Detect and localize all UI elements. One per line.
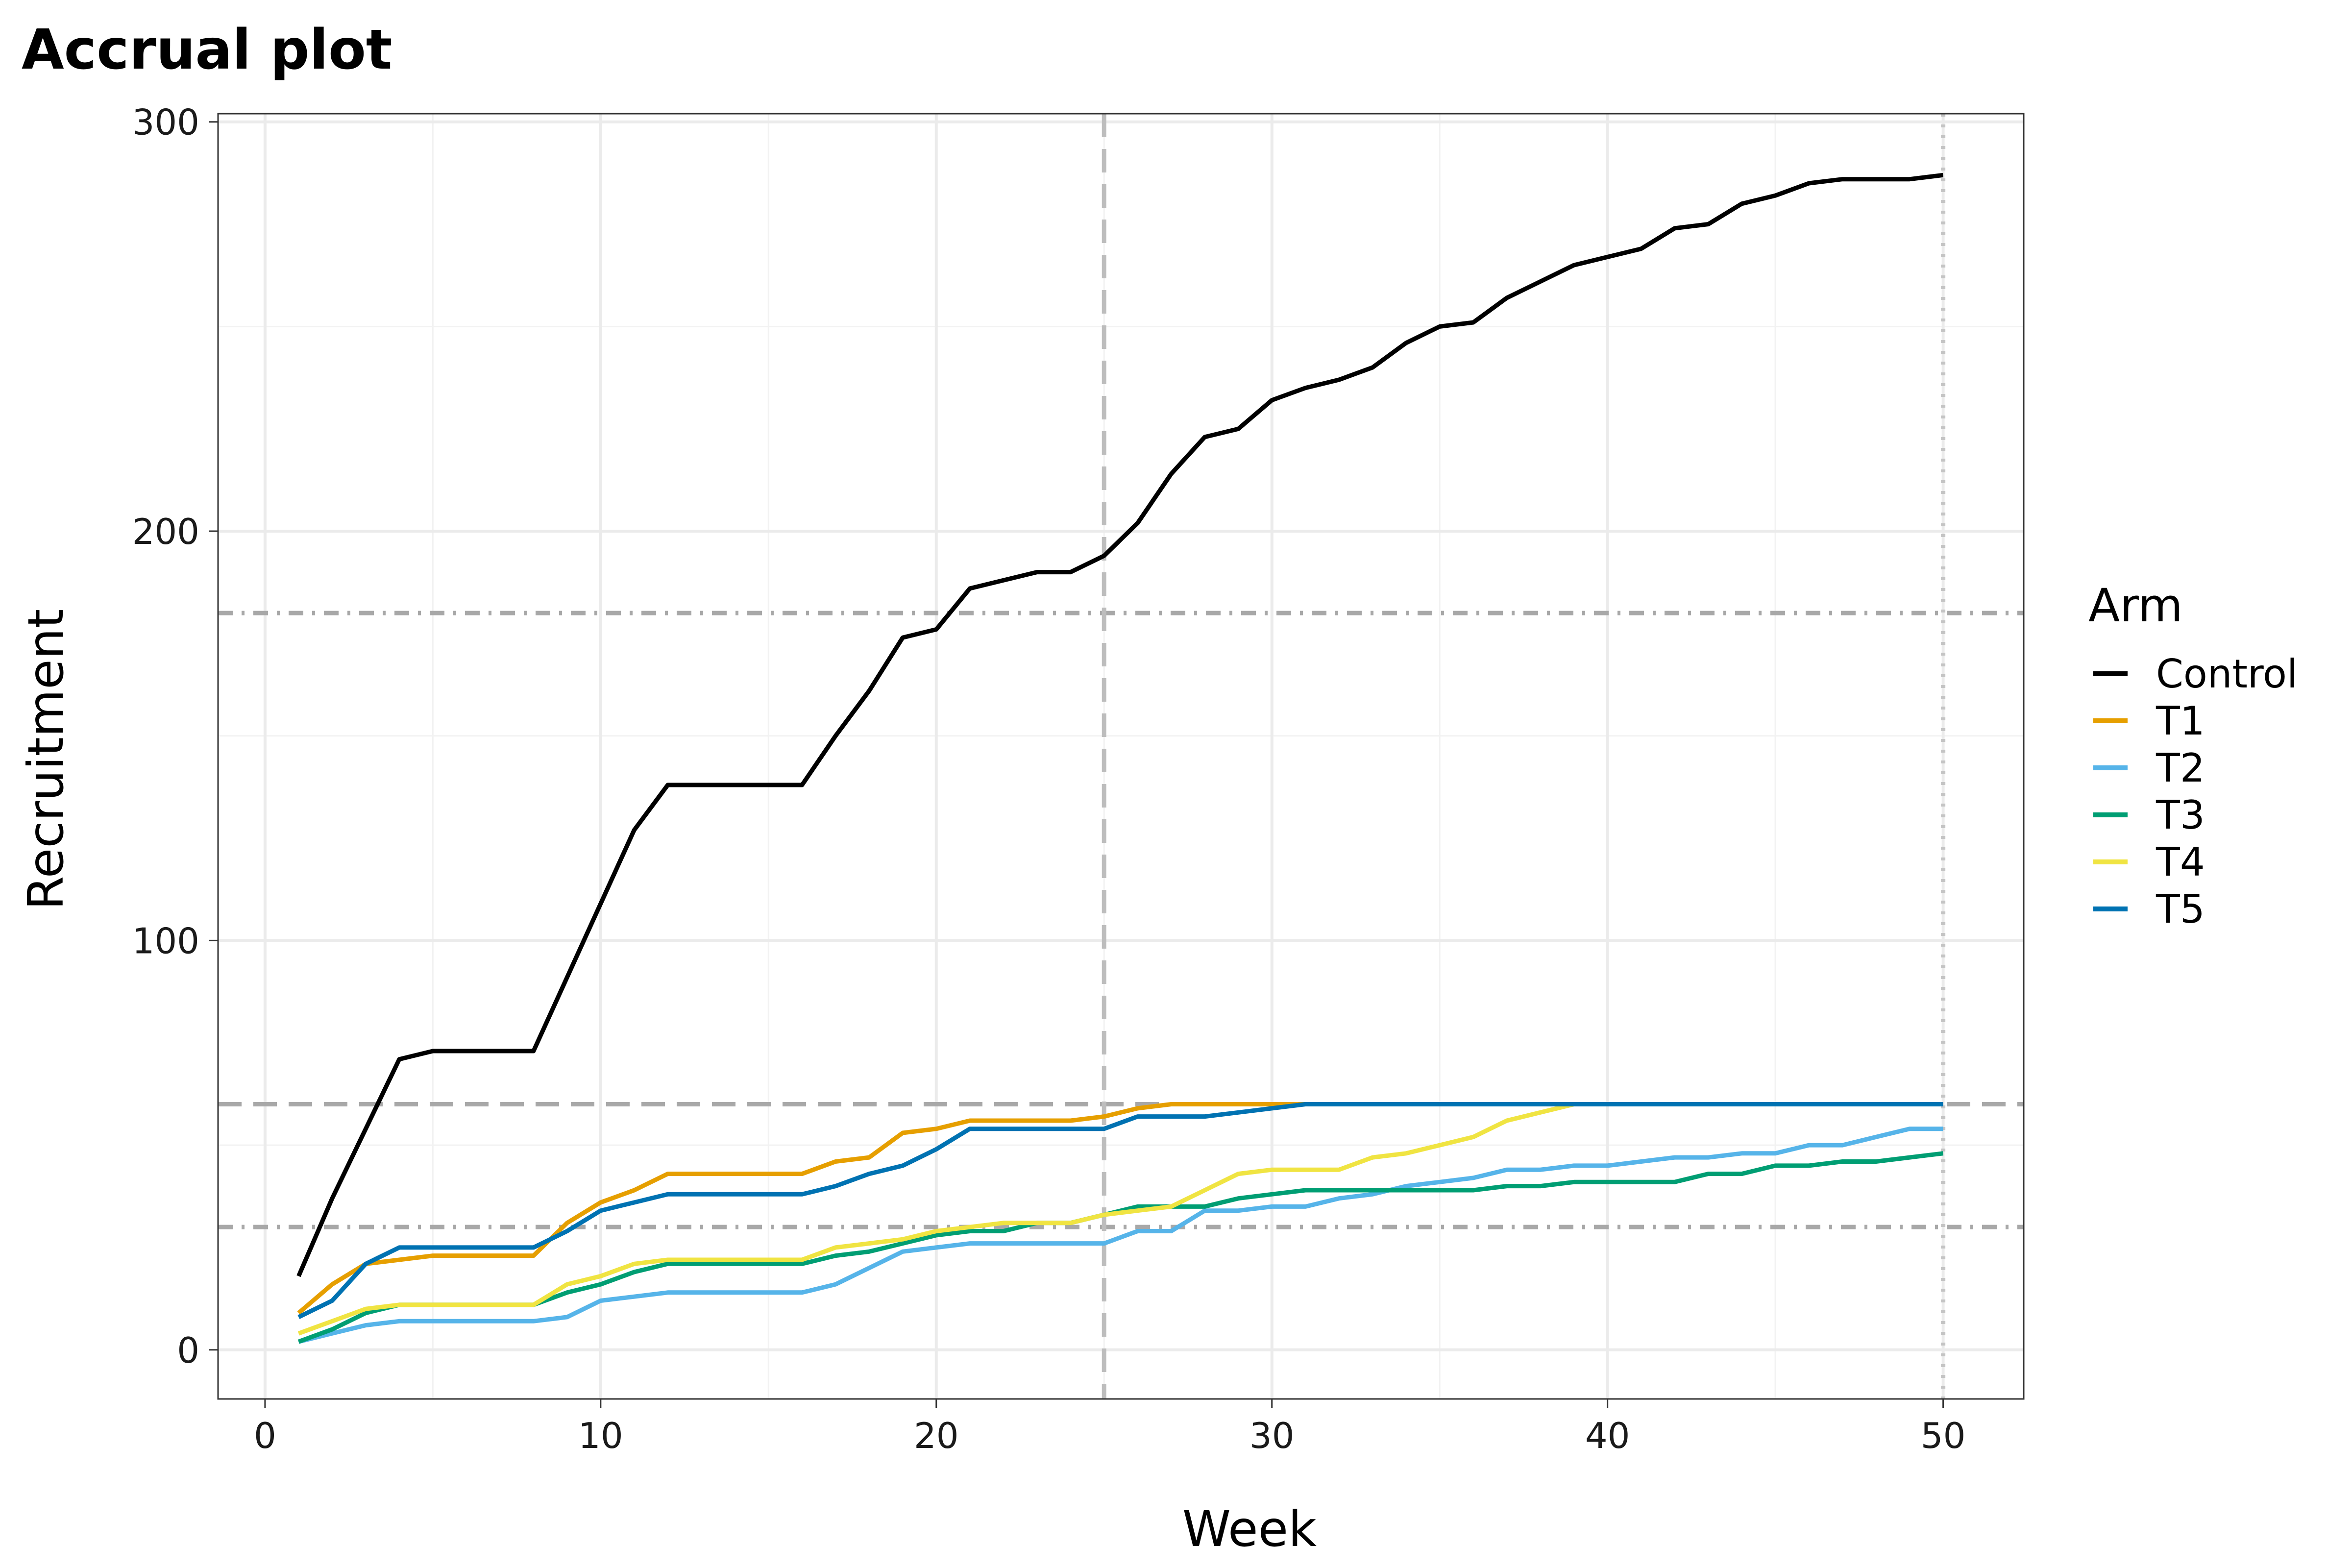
series-layer xyxy=(296,172,1944,1344)
axis-ticks xyxy=(209,121,1944,1408)
x-tick-label: 20 xyxy=(914,1415,959,1456)
legend-label-t3: T3 xyxy=(2156,792,2205,838)
x-tick-label: 40 xyxy=(1585,1415,1630,1456)
series-line-t3 xyxy=(297,1151,1944,1344)
legend-label-control: Control xyxy=(2156,651,2298,697)
axis-tick-labels: 0 10 20 30 40 50 0 100 200 300 xyxy=(132,102,1966,1456)
legend-label-t4: T4 xyxy=(2156,839,2205,885)
legend-label-t5: T5 xyxy=(2156,886,2205,932)
plot-panel-border xyxy=(217,113,2025,1400)
y-tick-label: 200 xyxy=(132,511,199,552)
series-line-t5 xyxy=(297,1102,1943,1319)
legend-title: Arm xyxy=(2088,579,2183,633)
y-tick-label: 100 xyxy=(132,920,199,961)
x-axis-title: Week xyxy=(1182,1500,1317,1558)
grid-minor xyxy=(218,114,2024,1399)
y-axis-title: Recruitment xyxy=(17,609,74,910)
series-line-control xyxy=(296,172,1944,1277)
x-tick-label: 0 xyxy=(254,1415,276,1456)
x-tick-label: 30 xyxy=(1250,1415,1295,1456)
y-tick-label: 300 xyxy=(132,102,199,143)
x-tick-label: 10 xyxy=(578,1415,623,1456)
chart-title: Accrual plot xyxy=(22,18,392,82)
grid-major xyxy=(218,114,2024,1399)
series-line-t2 xyxy=(298,1127,1943,1344)
reference-lines xyxy=(218,114,2024,1399)
legend-label-t1: T1 xyxy=(2156,698,2205,744)
y-tick-label: 0 xyxy=(177,1330,199,1371)
legend-label-t2: T2 xyxy=(2156,745,2205,791)
series-line-t4 xyxy=(297,1102,1943,1336)
x-tick-label: 50 xyxy=(1921,1415,1966,1456)
